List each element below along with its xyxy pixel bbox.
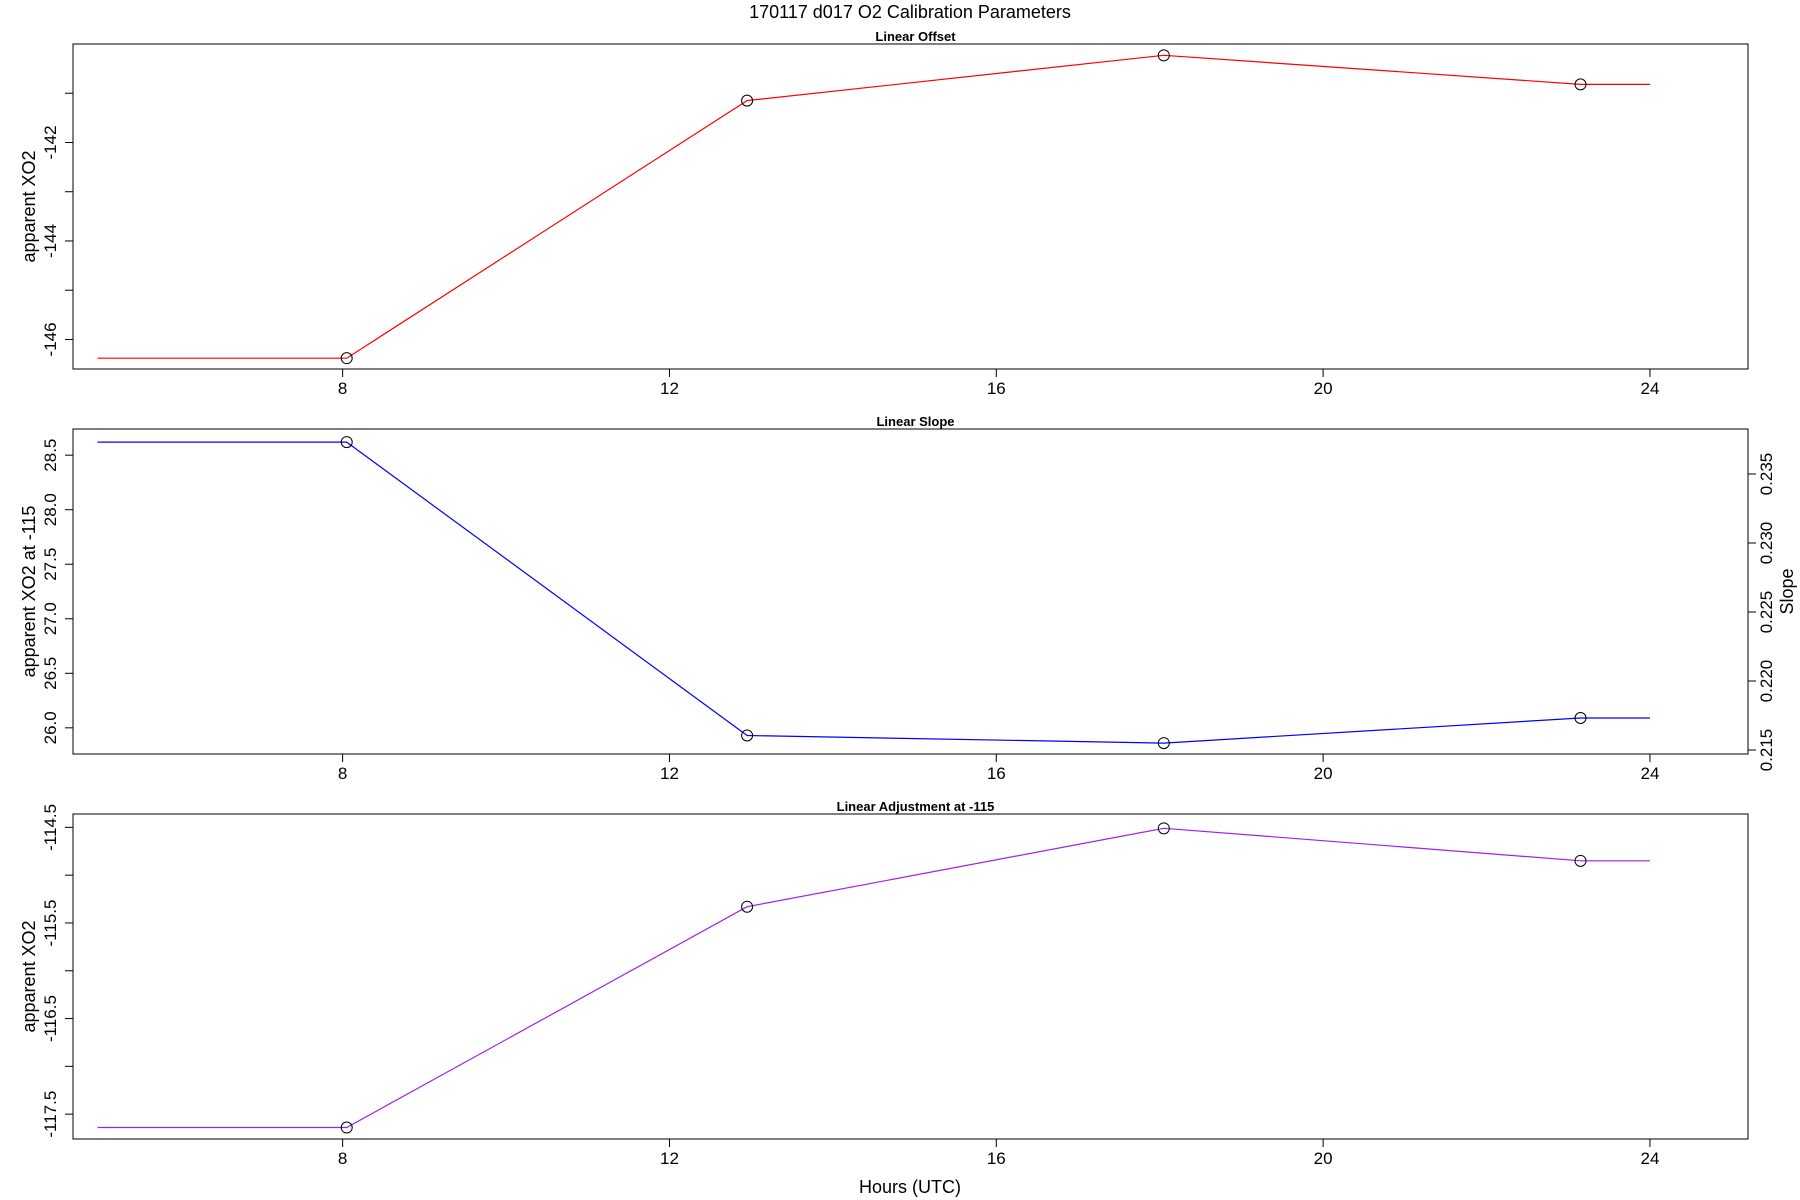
x-tick-label: 24 (1640, 379, 1659, 398)
x-tick-label: 20 (1314, 764, 1333, 783)
y-tick-label: -116.5 (41, 995, 60, 1042)
data-point (1157, 49, 1170, 62)
x-tick-label: 8 (338, 764, 347, 783)
x-tick-label: 12 (660, 764, 679, 783)
plot-frame (72, 43, 1749, 370)
x-axis-label: Hours (UTC) (859, 1177, 961, 1197)
series-line (97, 827, 1650, 1129)
data-point (1574, 854, 1587, 867)
y-axis-label: apparent XO2 (19, 920, 39, 1032)
x-tick-label: 16 (987, 764, 1006, 783)
y-axis-label: apparent XO2 at -115 (19, 506, 39, 678)
x-tick-label: 8 (338, 379, 347, 398)
series-line (97, 54, 1650, 359)
x-tick-label: 24 (1640, 1149, 1659, 1168)
y-axis-label: apparent XO2 (19, 150, 39, 262)
y2-tick-label: 0.235 (1757, 453, 1776, 496)
y-tick-label: -144 (41, 224, 60, 258)
y-tick-label: 26.5 (41, 657, 60, 690)
panel-title: Linear Slope (876, 414, 954, 429)
chart-panel-2: Linear Slope 8 12 16 20 24 26.0 26.5 27.0 27.5 28.… (19, 414, 1797, 783)
data-point (340, 436, 353, 449)
x-tick-label: 24 (1640, 764, 1659, 783)
data-point (340, 352, 353, 365)
data-point (1157, 737, 1170, 750)
x-tick-label: 12 (660, 1149, 679, 1168)
x-tick-label: 12 (660, 379, 679, 398)
y-tick-label: 28.5 (41, 439, 60, 472)
x-tick-label: 20 (1314, 379, 1333, 398)
y2-axis-label: Slope (1777, 568, 1797, 614)
data-point (1574, 712, 1587, 725)
y2-tick-label: 0.230 (1757, 522, 1776, 565)
data-point (340, 1121, 353, 1134)
data-point (1157, 822, 1170, 835)
series-line (97, 441, 1650, 744)
plot-frame (72, 428, 1749, 755)
x-tick-label: 16 (987, 1149, 1006, 1168)
x-tick-label: 20 (1314, 1149, 1333, 1168)
panel-title: Linear Offset (875, 29, 956, 44)
y-tick-label: -115.5 (41, 899, 60, 946)
y-tick-label: 27.0 (41, 602, 60, 635)
chart-panel-3: Linear Adjustment at -115 8 12 16 20 24 -117.5… (19, 799, 1749, 1168)
y-tick-label: 26.0 (41, 711, 60, 744)
y2-tick-label: 0.225 (1757, 591, 1776, 634)
x-tick-label: 16 (987, 379, 1006, 398)
y-tick-label: -142 (41, 125, 60, 159)
y-tick-label: -146 (41, 322, 60, 356)
y-tick-label: 28.0 (41, 493, 60, 526)
plot-frame (72, 813, 1749, 1140)
data-point (741, 94, 754, 107)
y2-tick-label: 0.215 (1757, 729, 1776, 772)
y-tick-label: -117.5 (41, 1091, 60, 1138)
y-tick-label: -114.5 (41, 804, 60, 851)
data-point (1574, 78, 1587, 91)
x-tick-label: 8 (338, 1149, 347, 1168)
chart-panel-1: Linear Offset 8 12 16 20 24 -146 -144 -142appare… (19, 29, 1749, 398)
figure-title: 170117 d017 O2 Calibration Parameters (749, 2, 1071, 22)
y2-tick-label: 0.220 (1757, 660, 1776, 703)
y-tick-label: 27.5 (41, 548, 60, 581)
data-point (741, 729, 754, 742)
panel-title: Linear Adjustment at -115 (837, 799, 995, 814)
data-point (741, 900, 754, 913)
